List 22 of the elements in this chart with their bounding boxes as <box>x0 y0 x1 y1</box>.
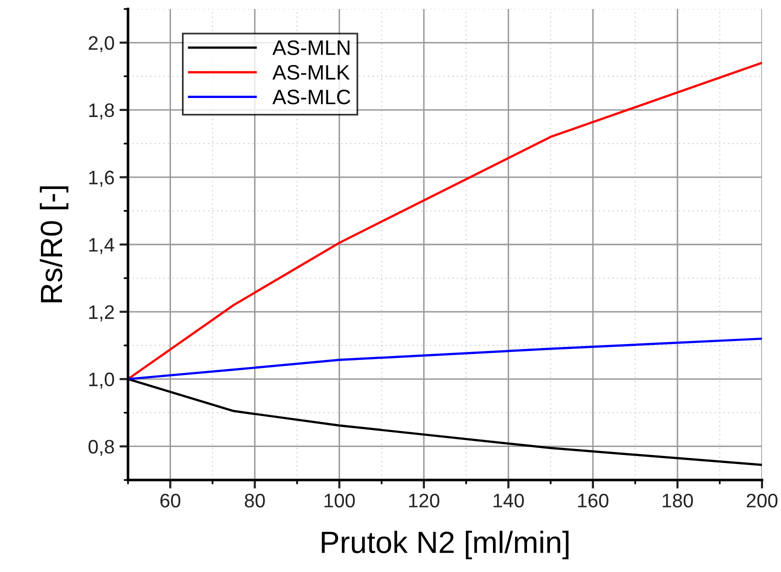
x-axis-title: Prutok N2 [ml/min] <box>322 530 568 560</box>
y-tick-label: 2,0 <box>88 36 114 52</box>
y-tick-label: 0,8 <box>88 440 114 456</box>
x-tick-label: 120 <box>409 494 440 508</box>
legend-label: AS-MLK <box>272 64 350 80</box>
y-tick-label: 1,4 <box>89 238 114 254</box>
legend-label: AS-MLC <box>272 90 350 104</box>
y-axis-title: Rs/R0 [-] <box>40 186 68 302</box>
legend-label: AS-MLN <box>272 40 350 56</box>
y-tick-label: 1,6 <box>89 170 114 187</box>
x-tick-label: 140 <box>494 494 524 508</box>
x-tick-label: 100 <box>324 494 355 508</box>
x-tick-label: 60 <box>160 494 180 508</box>
y-tick-label: 1,2 <box>89 305 114 322</box>
line-series <box>128 338 762 380</box>
x-tick-label: 180 <box>662 494 693 508</box>
y-tick-label: 1,8 <box>89 103 114 120</box>
y-tick-label: 1,0 <box>89 372 114 389</box>
line-series <box>128 62 762 380</box>
x-tick-label: 160 <box>578 494 608 508</box>
x-tick-label: 200 <box>746 494 778 508</box>
x-tick-label: 80 <box>244 494 265 508</box>
